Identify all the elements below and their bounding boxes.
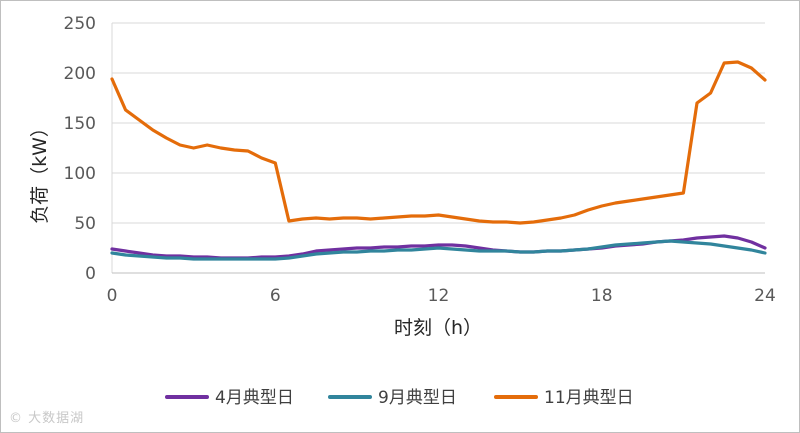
y-tick-label: 250 <box>64 14 96 34</box>
y-axis-title: 负荷（kW） <box>29 118 51 224</box>
y-tick-label: 150 <box>64 114 96 134</box>
watermark: © 大数据湖 <box>9 411 85 426</box>
series-line-1 <box>110 239 767 261</box>
legend-label-1: 9月典型日 <box>378 388 457 408</box>
y-tick-label: 0 <box>85 264 96 284</box>
y-tick-label: 50 <box>74 214 96 234</box>
x-axis-title: 时刻（h） <box>394 317 482 339</box>
x-tick-label: 18 <box>591 286 613 306</box>
x-tick-label: 0 <box>107 286 118 306</box>
legend-label-0: 4月典型日 <box>215 388 294 408</box>
y-tick-label: 200 <box>64 64 96 84</box>
series-line-2 <box>110 60 767 225</box>
y-tick-label: 100 <box>64 164 96 184</box>
x-tick-label: 12 <box>428 286 450 306</box>
legend-label-2: 11月典型日 <box>544 388 634 408</box>
x-tick-label: 6 <box>270 286 281 306</box>
x-tick-label: 24 <box>754 286 776 306</box>
